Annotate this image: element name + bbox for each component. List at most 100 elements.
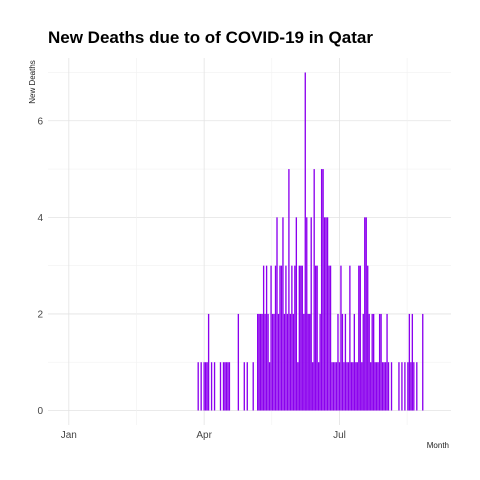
bar xyxy=(359,265,361,411)
bar xyxy=(257,313,259,411)
y-tick-label: 2 xyxy=(37,309,43,320)
bar xyxy=(306,217,308,411)
bar xyxy=(261,313,263,411)
bar xyxy=(353,313,356,411)
bar xyxy=(219,362,222,411)
bar xyxy=(398,362,400,411)
bar xyxy=(288,169,290,411)
bar xyxy=(340,265,342,411)
bar xyxy=(325,217,327,411)
bar xyxy=(361,362,363,411)
bar xyxy=(279,265,281,411)
y-tick-label: 6 xyxy=(37,116,43,127)
bar xyxy=(387,362,390,411)
bar xyxy=(301,265,303,411)
bar xyxy=(280,265,283,411)
bar xyxy=(349,265,351,411)
bar xyxy=(307,313,309,411)
bar xyxy=(355,362,357,411)
bar xyxy=(295,217,298,411)
bar xyxy=(207,313,210,411)
bar xyxy=(206,362,208,411)
bar xyxy=(273,313,275,411)
y-tick-label: 4 xyxy=(37,213,43,224)
bar xyxy=(203,362,205,411)
bar xyxy=(289,313,292,411)
bar xyxy=(298,265,300,411)
bar xyxy=(384,362,387,411)
bar xyxy=(315,265,317,411)
bar xyxy=(373,313,375,411)
bar xyxy=(331,362,333,411)
x-axis-ticks: Jan Apr Jul xyxy=(61,430,346,441)
bar xyxy=(297,362,299,411)
bar xyxy=(276,217,278,411)
bar xyxy=(346,362,348,411)
bar xyxy=(265,265,268,411)
bar xyxy=(358,265,360,411)
bar xyxy=(381,362,384,411)
bar xyxy=(332,362,335,411)
bar xyxy=(312,362,314,411)
bar xyxy=(224,362,226,411)
bar xyxy=(410,362,412,411)
bar xyxy=(378,313,381,411)
bar xyxy=(322,169,324,411)
bar xyxy=(320,169,323,411)
bar xyxy=(259,313,262,411)
bar xyxy=(316,265,318,411)
bar xyxy=(303,313,305,411)
bar xyxy=(291,265,293,411)
bar xyxy=(408,313,411,411)
x-tick-label: Apr xyxy=(196,430,212,441)
bar xyxy=(222,362,225,411)
bar xyxy=(390,362,393,411)
bar xyxy=(227,362,229,411)
bar xyxy=(356,362,358,411)
bar xyxy=(375,362,378,411)
bar xyxy=(300,265,302,411)
bar xyxy=(258,313,260,411)
bar xyxy=(329,265,332,411)
bar xyxy=(197,362,199,411)
bar xyxy=(283,313,286,411)
bar xyxy=(334,362,336,411)
bar xyxy=(344,313,347,411)
bar xyxy=(383,362,385,411)
bar xyxy=(416,362,418,411)
bar xyxy=(282,217,284,411)
bar xyxy=(326,217,329,411)
bar xyxy=(401,362,403,411)
bar xyxy=(267,313,269,411)
bar xyxy=(343,362,345,411)
bar xyxy=(304,72,306,411)
bar xyxy=(347,362,350,411)
bar xyxy=(228,362,231,411)
bar xyxy=(364,217,366,411)
bar xyxy=(294,265,296,411)
bar xyxy=(377,362,379,411)
bar xyxy=(328,265,330,411)
grid xyxy=(48,58,451,425)
x-tick-label: Jul xyxy=(333,430,346,441)
bar xyxy=(341,313,344,411)
chart-title: New Deaths due to of COVID-19 in Qatar xyxy=(48,28,373,47)
bar xyxy=(422,313,424,411)
bar xyxy=(310,217,312,411)
bar xyxy=(210,362,213,411)
bar xyxy=(365,217,367,411)
bar xyxy=(411,313,414,411)
bar xyxy=(309,313,311,411)
bar xyxy=(371,313,373,411)
bar xyxy=(335,362,338,411)
y-axis-title: New Deaths xyxy=(28,60,37,104)
bar xyxy=(370,362,372,411)
bar xyxy=(225,362,228,411)
bar xyxy=(338,362,341,411)
bar xyxy=(268,362,271,411)
bar xyxy=(323,217,326,411)
bar xyxy=(317,362,320,411)
bar xyxy=(404,362,406,411)
bar xyxy=(270,265,272,411)
